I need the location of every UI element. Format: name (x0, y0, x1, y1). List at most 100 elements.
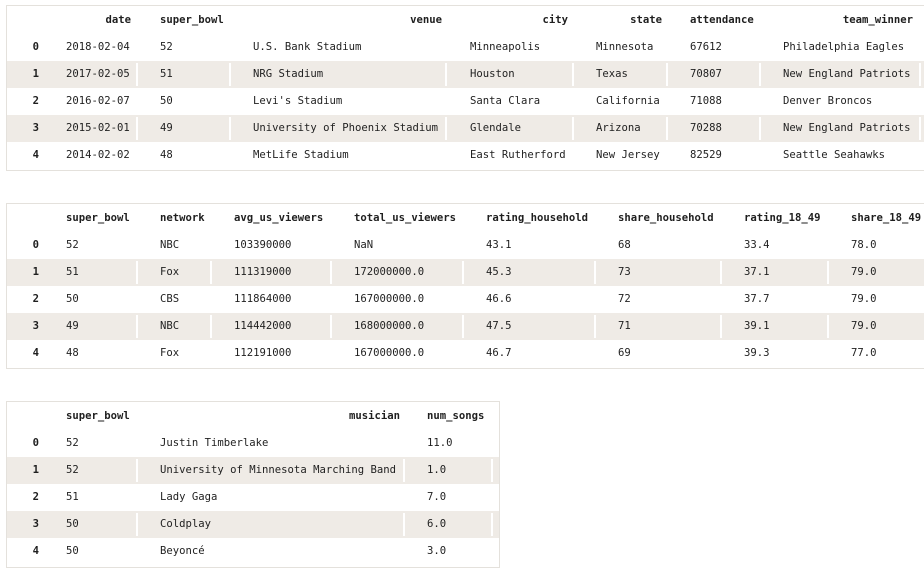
dataframe-halftime-musicians: super_bowl musician num_songs 0 52 Justi… (6, 401, 500, 568)
column-header-avg-us-viewers: avg_us_viewers (234, 212, 324, 224)
cell-rating-18-49: 37.1 (744, 266, 770, 278)
table-row: 2 2016-02-07 50 Levi's Stadium Santa Cla… (7, 88, 924, 115)
column-header-total-us-viewers: total_us_viewers (354, 212, 457, 224)
table-row: 1 52 University of Minnesota Marching Ba… (7, 457, 499, 484)
cell-date: 2016-02-07 (66, 95, 130, 107)
cell-super-bowl: 50 (66, 293, 79, 305)
row-index: 0 (32, 437, 39, 449)
column-divider (136, 63, 138, 86)
cell-venue: MetLife Stadium (253, 149, 349, 161)
cell-num-songs: 11.0 (427, 437, 453, 449)
cell-venue: Levi's Stadium (253, 95, 343, 107)
cell-num-songs: 3.0 (427, 545, 447, 557)
column-header-team-winner: team_winner (842, 14, 913, 26)
cell-rating-18-49: 33.4 (744, 239, 770, 251)
column-divider (229, 117, 231, 140)
cell-network: Fox (160, 266, 180, 278)
cell-super-bowl: 52 (66, 437, 79, 449)
cell-date: 2017-02-05 (66, 68, 130, 80)
cell-super-bowl: 51 (66, 266, 79, 278)
row-index: 3 (32, 518, 39, 530)
cell-avg-us-viewers: 111864000 (234, 293, 292, 305)
column-divider (919, 63, 921, 86)
cell-share-18-49: 78.0 (851, 239, 877, 251)
column-divider (330, 315, 332, 338)
cell-city: Houston (470, 68, 515, 80)
column-divider (759, 117, 761, 140)
column-header-super-bowl: super_bowl (66, 410, 130, 422)
cell-num-songs: 1.0 (427, 464, 447, 476)
cell-avg-us-viewers: 114442000 (234, 320, 292, 332)
cell-super-bowl: 49 (66, 320, 79, 332)
row-index: 1 (32, 464, 39, 476)
cell-super-bowl: 48 (66, 347, 79, 359)
cell-super-bowl: 50 (66, 545, 79, 557)
cell-share-18-49: 79.0 (851, 320, 877, 332)
column-divider (666, 63, 668, 86)
column-divider (491, 459, 493, 482)
cell-share-household: 73 (618, 266, 631, 278)
row-index: 2 (32, 95, 39, 107)
column-divider (594, 261, 596, 284)
cell-super-bowl: 48 (160, 149, 173, 161)
column-divider (827, 315, 829, 338)
cell-num-songs: 7.0 (427, 491, 447, 503)
column-header-share-household: share_household (618, 212, 714, 224)
column-header-date: date (105, 14, 131, 26)
cell-city: East Rutherford (470, 149, 566, 161)
cell-team-winner: New England Patriots (783, 68, 911, 80)
table-header-row: super_bowl network avg_us_viewers total_… (7, 204, 924, 232)
column-header-num-songs: num_songs (427, 410, 485, 422)
cell-total-us-viewers: 172000000.0 (354, 266, 425, 278)
row-index: 4 (32, 347, 39, 359)
column-divider (759, 63, 761, 86)
table-row: 0 2018-02-04 52 U.S. Bank Stadium Minnea… (7, 34, 924, 61)
cell-attendance: 70288 (690, 122, 722, 134)
cell-rating-18-49: 37.7 (744, 293, 770, 305)
cell-network: NBC (160, 239, 180, 251)
cell-date: 2018-02-04 (66, 41, 130, 53)
cell-state: California (596, 95, 660, 107)
column-divider (136, 117, 138, 140)
cell-state: Minnesota (596, 41, 654, 53)
column-divider (827, 261, 829, 284)
table-row: 3 50 Coldplay 6.0 (7, 511, 499, 538)
table-row: 4 50 Beyoncé 3.0 (7, 538, 499, 565)
cell-state: Arizona (596, 122, 641, 134)
cell-team-winner: Denver Broncos (783, 95, 873, 107)
cell-city: Santa Clara (470, 95, 541, 107)
cell-share-18-49: 77.0 (851, 347, 877, 359)
cell-total-us-viewers: 167000000.0 (354, 347, 425, 359)
column-header-attendance: attendance (690, 14, 754, 26)
column-divider (210, 315, 212, 338)
table-row: 3 2015-02-01 49 University of Phoenix St… (7, 115, 924, 142)
cell-super-bowl: 50 (66, 518, 79, 530)
column-divider (136, 315, 138, 338)
cell-super-bowl: 52 (66, 239, 79, 251)
column-divider (136, 459, 138, 482)
column-header-super-bowl: super_bowl (66, 212, 130, 224)
cell-venue: U.S. Bank Stadium (253, 41, 362, 53)
cell-total-us-viewers: 167000000.0 (354, 293, 425, 305)
column-divider (445, 117, 447, 140)
row-index: 0 (32, 41, 39, 53)
column-divider (572, 63, 574, 86)
row-index: 2 (32, 491, 39, 503)
cell-musician: University of Minnesota Marching Band (160, 464, 396, 476)
column-divider (229, 63, 231, 86)
cell-network: Fox (160, 347, 180, 359)
cell-share-household: 69 (618, 347, 631, 359)
cell-super-bowl: 51 (160, 68, 173, 80)
cell-total-us-viewers: NaN (354, 239, 374, 251)
table-row: 3 49 NBC 114442000 168000000.0 47.5 71 3… (7, 313, 924, 340)
row-index: 1 (32, 266, 39, 278)
column-header-rating-household: rating_household (486, 212, 589, 224)
cell-rating-household: 45.3 (486, 266, 512, 278)
cell-total-us-viewers: 168000000.0 (354, 320, 425, 332)
cell-rating-18-49: 39.1 (744, 320, 770, 332)
dataframe-super-bowls: date super_bowl venue city state attenda… (6, 5, 924, 171)
column-header-share-18-49: share_18_49 (851, 212, 922, 224)
cell-venue: NRG Stadium (253, 68, 324, 80)
column-divider (210, 261, 212, 284)
cell-attendance: 70807 (690, 68, 722, 80)
